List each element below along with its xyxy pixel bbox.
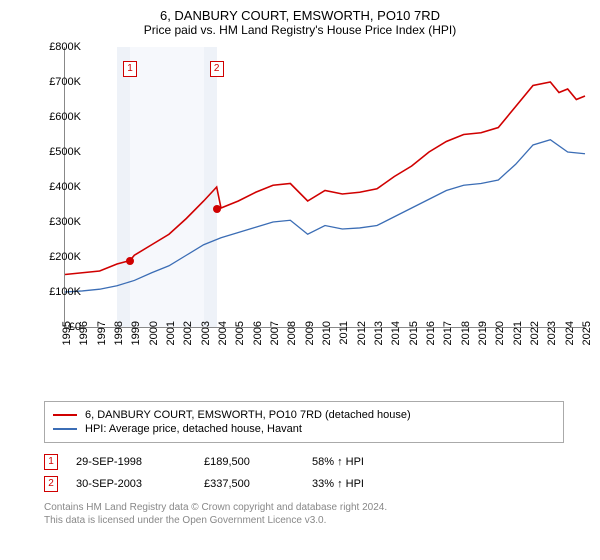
legend-swatch	[53, 414, 77, 416]
sale-row-marker: 1	[44, 454, 58, 470]
x-axis-label: 1997	[96, 321, 108, 345]
y-axis-label: £100K	[25, 286, 81, 298]
x-axis-label: 2014	[390, 321, 402, 345]
x-axis-label: 2004	[217, 321, 229, 345]
x-axis-label: 1999	[130, 321, 142, 345]
chart-area: £0£100K£200K£300K£400K£500K£600K£700K£80…	[40, 47, 600, 357]
x-axis-label: 2020	[494, 321, 506, 345]
x-axis-label: 2006	[252, 321, 264, 345]
x-axis-label: 2002	[182, 321, 194, 345]
x-axis-label: 2000	[148, 321, 160, 345]
x-axis-label: 2005	[234, 321, 246, 345]
sale-marker-dot	[126, 257, 134, 265]
sale-marker-box: 2	[210, 61, 224, 77]
sale-price: £189,500	[204, 456, 294, 468]
x-axis-label: 2001	[165, 321, 177, 345]
legend-item: 6, DANBURY COURT, EMSWORTH, PO10 7RD (de…	[53, 408, 555, 422]
sale-row: 2 30-SEP-2003 £337,500 33% ↑ HPI	[44, 473, 564, 495]
series-hpi	[65, 140, 585, 292]
y-axis-label: £500K	[25, 146, 81, 158]
x-axis-label: 1998	[113, 321, 125, 345]
sale-row-marker: 2	[44, 476, 58, 492]
x-axis-label: 2022	[529, 321, 541, 345]
credit-line-1: Contains HM Land Registry data © Crown c…	[44, 501, 564, 514]
sale-marker-dot	[213, 205, 221, 213]
sale-hpi: 33% ↑ HPI	[312, 478, 422, 490]
x-axis-label: 2016	[425, 321, 437, 345]
x-axis-label: 1995	[61, 321, 73, 345]
x-axis-label: 2021	[512, 321, 524, 345]
chart-subtitle: Price paid vs. HM Land Registry's House …	[0, 23, 600, 41]
x-axis-label: 2015	[408, 321, 420, 345]
plot: £0£100K£200K£300K£400K£500K£600K£700K£80…	[64, 47, 585, 328]
x-axis-label: 2012	[356, 321, 368, 345]
sale-hpi: 58% ↑ HPI	[312, 456, 422, 468]
sale-date: 30-SEP-2003	[76, 478, 186, 490]
y-axis-label: £400K	[25, 181, 81, 193]
legend: 6, DANBURY COURT, EMSWORTH, PO10 7RD (de…	[44, 401, 564, 443]
x-axis-label: 1996	[78, 321, 90, 345]
x-axis-label: 2025	[581, 321, 593, 345]
x-axis-label: 2010	[321, 321, 333, 345]
y-axis-label: £200K	[25, 251, 81, 263]
x-axis-label: 2009	[304, 321, 316, 345]
credit: Contains HM Land Registry data © Crown c…	[44, 501, 564, 527]
series-property	[65, 82, 585, 275]
legend-label: HPI: Average price, detached house, Hava…	[85, 423, 302, 435]
chart-title: 6, DANBURY COURT, EMSWORTH, PO10 7RD	[0, 0, 600, 23]
sale-date: 29-SEP-1998	[76, 456, 186, 468]
line-svg	[65, 47, 585, 327]
y-axis-label: £600K	[25, 111, 81, 123]
y-axis-label: £700K	[25, 76, 81, 88]
x-axis-label: 2008	[286, 321, 298, 345]
x-axis-label: 2024	[564, 321, 576, 345]
x-axis-label: 2011	[338, 321, 350, 345]
x-axis-label: 2018	[460, 321, 472, 345]
x-axis-label: 2017	[442, 321, 454, 345]
legend-label: 6, DANBURY COURT, EMSWORTH, PO10 7RD (de…	[85, 409, 411, 421]
sale-marker-box: 1	[123, 61, 137, 77]
x-axis-label: 2019	[477, 321, 489, 345]
sale-row: 1 29-SEP-1998 £189,500 58% ↑ HPI	[44, 451, 564, 473]
legend-item: HPI: Average price, detached house, Hava…	[53, 422, 555, 436]
x-axis-label: 2007	[269, 321, 281, 345]
y-axis-label: £300K	[25, 216, 81, 228]
x-axis-label: 2003	[200, 321, 212, 345]
sales-table: 1 29-SEP-1998 £189,500 58% ↑ HPI 2 30-SEP-200…	[44, 451, 564, 495]
y-axis-label: £800K	[25, 41, 81, 53]
sale-price: £337,500	[204, 478, 294, 490]
legend-swatch	[53, 428, 77, 430]
x-axis-label: 2023	[546, 321, 558, 345]
credit-line-2: This data is licensed under the Open Gov…	[44, 514, 564, 527]
x-axis-label: 2013	[373, 321, 385, 345]
